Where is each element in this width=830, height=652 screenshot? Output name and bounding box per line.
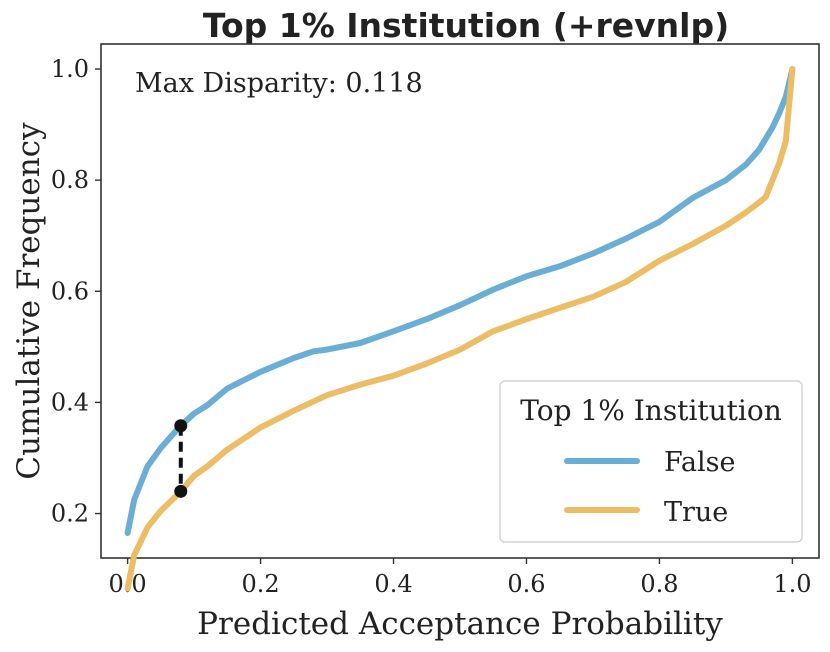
y-axis-label: Cumulative Frequency <box>11 122 47 480</box>
x-tick-label: 0.4 <box>374 570 412 598</box>
y-tick-label: 0.8 <box>51 166 89 194</box>
x-axis-label: Predicted Acceptance Probability <box>197 606 723 642</box>
disparity-marker-top <box>174 419 188 433</box>
chart-title: Top 1% Institution (+revnlp) <box>203 6 729 45</box>
x-tick-label: 0.2 <box>241 570 279 598</box>
x-tick-label: 0.6 <box>507 570 545 598</box>
max-disparity-annotation: Max Disparity: 0.118 <box>135 68 423 99</box>
legend-title: Top 1% Institution <box>520 394 782 427</box>
x-tick-label: 1.0 <box>773 570 811 598</box>
x-axis-ticks: 0.0 0.2 0.4 0.6 0.8 1.0 <box>109 558 811 598</box>
y-tick-label: 0.6 <box>51 277 89 305</box>
legend-box <box>499 380 803 543</box>
legend: Top 1% Institution False True <box>499 380 803 543</box>
y-tick-label: 1.0 <box>51 55 89 83</box>
legend-label-true: True <box>664 497 728 528</box>
x-tick-label: 0.8 <box>640 570 678 598</box>
legend-label-false: False <box>664 447 735 478</box>
y-axis-ticks: 0.2 0.4 0.6 0.8 1.0 <box>51 55 101 528</box>
y-tick-label: 0.2 <box>51 500 89 528</box>
y-tick-label: 0.4 <box>51 388 89 416</box>
disparity-marker-bottom <box>174 484 188 498</box>
